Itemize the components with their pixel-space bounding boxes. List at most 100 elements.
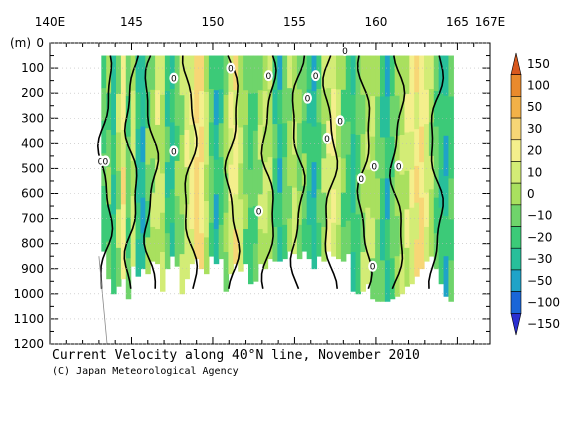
section-cell bbox=[399, 55, 406, 96]
section-cell bbox=[424, 55, 430, 91]
section-cell bbox=[301, 120, 308, 154]
contour-label-bg bbox=[263, 70, 273, 82]
section-cell bbox=[414, 202, 420, 240]
section-cell bbox=[106, 55, 112, 94]
section-cell bbox=[111, 214, 117, 255]
colorbar-label: 30 bbox=[527, 122, 542, 136]
section-cell bbox=[125, 136, 132, 178]
section-cell bbox=[433, 55, 440, 92]
section-cell bbox=[120, 55, 127, 94]
y-tick-label: 1200 bbox=[13, 337, 44, 351]
section-cell bbox=[189, 55, 195, 91]
section-cell bbox=[164, 197, 171, 234]
zero-contour-line bbox=[224, 55, 241, 289]
section-cell bbox=[228, 55, 234, 93]
y-tick-label: 700 bbox=[21, 212, 44, 226]
section-cell bbox=[130, 90, 137, 127]
y-tick-label: 900 bbox=[21, 262, 44, 276]
contour-label-bg bbox=[356, 172, 366, 184]
section-cell bbox=[326, 218, 332, 252]
section-cell bbox=[277, 55, 283, 91]
section-cell bbox=[248, 131, 254, 171]
section-cell bbox=[340, 226, 347, 262]
section-cell bbox=[160, 134, 166, 174]
colorbar-label: 10 bbox=[527, 165, 542, 179]
section-cell bbox=[375, 55, 381, 97]
section-cell bbox=[140, 162, 146, 199]
section-cell bbox=[272, 158, 278, 194]
section-cell bbox=[194, 157, 200, 192]
section-cell bbox=[199, 233, 205, 270]
section-cell bbox=[257, 124, 264, 161]
section-cell bbox=[106, 167, 112, 205]
contour-label: 0 bbox=[358, 175, 364, 185]
colorbar-swatch bbox=[510, 182, 522, 206]
section-cell bbox=[370, 258, 376, 300]
y-tick-label: 0 bbox=[36, 36, 44, 50]
section-cell bbox=[169, 122, 176, 157]
section-cell bbox=[375, 137, 381, 179]
section-cell bbox=[272, 124, 278, 159]
section-cell bbox=[340, 158, 347, 194]
section-cell bbox=[419, 55, 425, 92]
section-cell bbox=[424, 226, 430, 262]
section-cell bbox=[340, 55, 347, 91]
section-cell bbox=[409, 93, 415, 133]
section-cell bbox=[389, 258, 396, 300]
zero-contour-line bbox=[143, 55, 160, 289]
x-tick-label: 160 bbox=[364, 15, 387, 29]
section-cell bbox=[296, 157, 303, 192]
section-cell bbox=[213, 124, 220, 161]
section-cell bbox=[331, 155, 337, 190]
section-cell bbox=[443, 55, 450, 97]
section-cell bbox=[223, 252, 230, 292]
section-cell bbox=[292, 187, 298, 222]
section-cell bbox=[130, 160, 137, 197]
section-cell bbox=[345, 154, 352, 189]
section-cell bbox=[213, 229, 220, 265]
section-cell bbox=[438, 55, 445, 94]
section-cell bbox=[218, 123, 225, 158]
section-cell bbox=[326, 185, 332, 219]
section-cell bbox=[438, 245, 445, 285]
section-cell bbox=[287, 120, 293, 154]
section-cell bbox=[428, 55, 435, 90]
section-cell bbox=[394, 95, 401, 137]
section-cell bbox=[380, 96, 386, 138]
section-cell bbox=[448, 96, 454, 138]
section-cell bbox=[404, 170, 410, 210]
section-cell bbox=[213, 55, 220, 91]
section-cell bbox=[428, 122, 435, 157]
section-cell bbox=[204, 201, 210, 238]
section-cell bbox=[419, 91, 425, 128]
contour-label: 0 bbox=[98, 157, 104, 167]
contour-label-bg bbox=[100, 155, 110, 167]
section-cell bbox=[257, 229, 264, 265]
section-cell bbox=[262, 233, 269, 270]
section-cell bbox=[116, 132, 122, 172]
section-cell bbox=[120, 92, 127, 131]
section-cell bbox=[243, 55, 249, 91]
contour-label: 0 bbox=[342, 47, 348, 57]
colorbar-swatch bbox=[510, 117, 522, 141]
section-cell bbox=[111, 254, 117, 295]
section-cell bbox=[125, 96, 132, 138]
section-cell bbox=[116, 170, 122, 210]
section-cell bbox=[331, 55, 337, 90]
section-cell bbox=[326, 88, 332, 122]
section-cell bbox=[194, 55, 200, 90]
section-cell bbox=[292, 121, 298, 156]
colorbar-swatch bbox=[510, 313, 522, 336]
section-cell bbox=[375, 219, 381, 261]
colorbar-label: −150 bbox=[527, 317, 560, 331]
contour-label: 0 bbox=[266, 72, 272, 82]
colorbar-label: −20 bbox=[527, 230, 552, 244]
section-cell bbox=[116, 209, 122, 249]
section-cell bbox=[336, 190, 342, 226]
section-cell bbox=[252, 206, 259, 245]
section-cell bbox=[389, 177, 396, 219]
section-cell bbox=[301, 185, 308, 219]
zero-contour-line bbox=[289, 55, 306, 290]
section-cell bbox=[140, 91, 146, 128]
section-cell bbox=[438, 207, 445, 247]
